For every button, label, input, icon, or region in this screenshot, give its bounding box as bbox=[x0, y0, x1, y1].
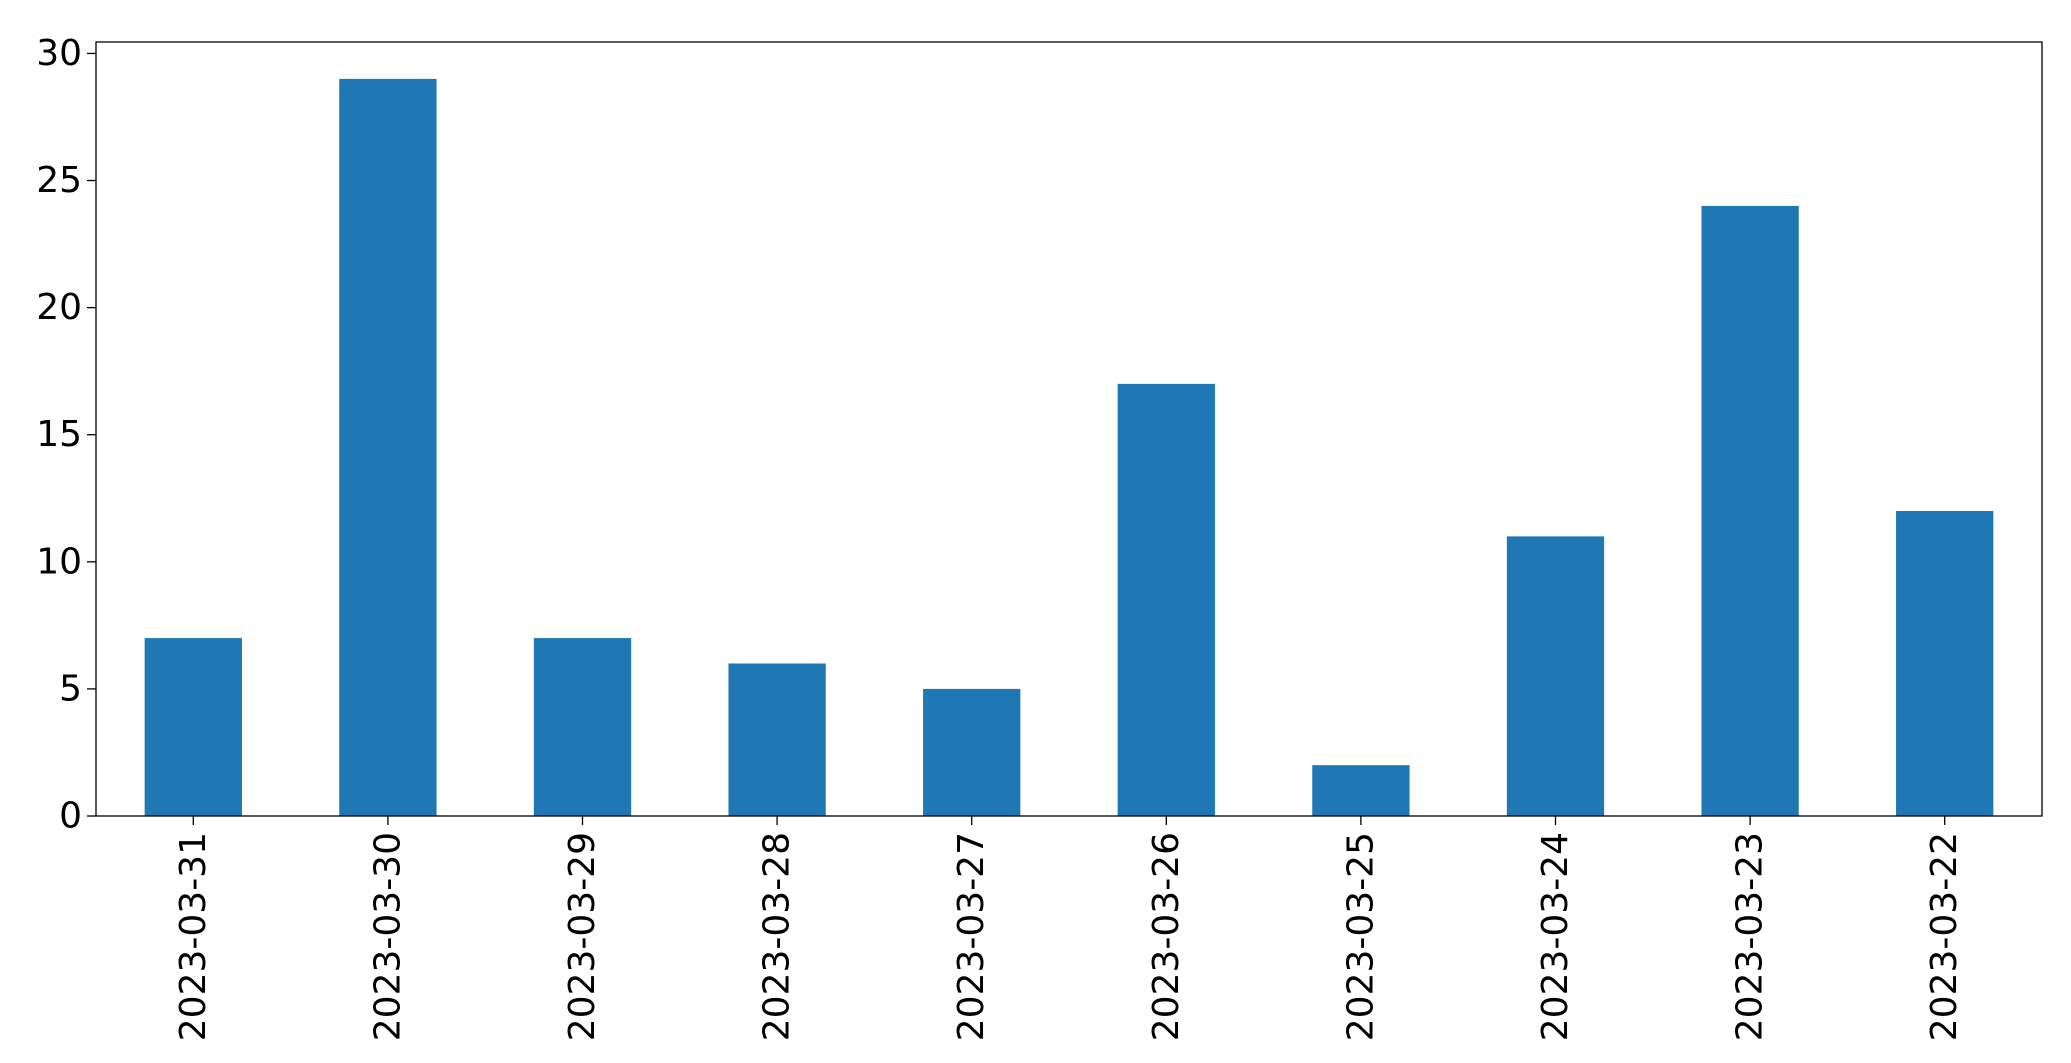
x-tick-label: 2023-03-25 bbox=[1340, 832, 1381, 1041]
y-tick-label: 30 bbox=[36, 33, 82, 74]
y-tick-label: 5 bbox=[59, 668, 82, 709]
x-tick-label: 2023-03-30 bbox=[367, 832, 408, 1041]
x-tick-label: 2023-03-24 bbox=[1535, 832, 1576, 1041]
x-tick-label: 2023-03-22 bbox=[1924, 832, 1965, 1041]
bar-2023-03-25 bbox=[1312, 765, 1410, 816]
bar-2023-03-28 bbox=[728, 663, 826, 816]
x-axis-ticks: 2023-03-31 2023-03-30 2023-03-29 2023-03-28… bbox=[173, 816, 1965, 1041]
bar-2023-03-24 bbox=[1506, 536, 1605, 816]
y-tick-label: 0 bbox=[59, 796, 82, 837]
plot-frame bbox=[95, 41, 2043, 817]
x-tick-label: 2023-03-31 bbox=[173, 832, 214, 1041]
bar-2023-03-30 bbox=[339, 78, 437, 817]
bars-group bbox=[144, 78, 1994, 817]
x-tick-label: 2023-03-27 bbox=[951, 832, 992, 1041]
x-tick-label: 2023-03-23 bbox=[1730, 832, 1771, 1041]
x-tick-label: 2023-03-28 bbox=[757, 832, 798, 1041]
y-tick-label: 15 bbox=[36, 414, 82, 455]
y-tick-label: 10 bbox=[36, 541, 82, 582]
y-tick-label: 20 bbox=[36, 287, 82, 328]
bar-2023-03-27 bbox=[923, 688, 1021, 816]
x-tick-label: 2023-03-29 bbox=[562, 832, 603, 1041]
bar-2023-03-31 bbox=[144, 638, 242, 816]
y-tick-label: 25 bbox=[36, 160, 82, 201]
bar-2023-03-23 bbox=[1701, 205, 1799, 816]
bar-2023-03-22 bbox=[1896, 510, 1994, 816]
bar-2023-03-29 bbox=[533, 638, 632, 816]
y-axis-ticks: 0 5 10 15 20 25 30 bbox=[36, 33, 96, 837]
bar-2023-03-26 bbox=[1117, 383, 1215, 816]
x-tick-label: 2023-03-26 bbox=[1146, 832, 1187, 1041]
